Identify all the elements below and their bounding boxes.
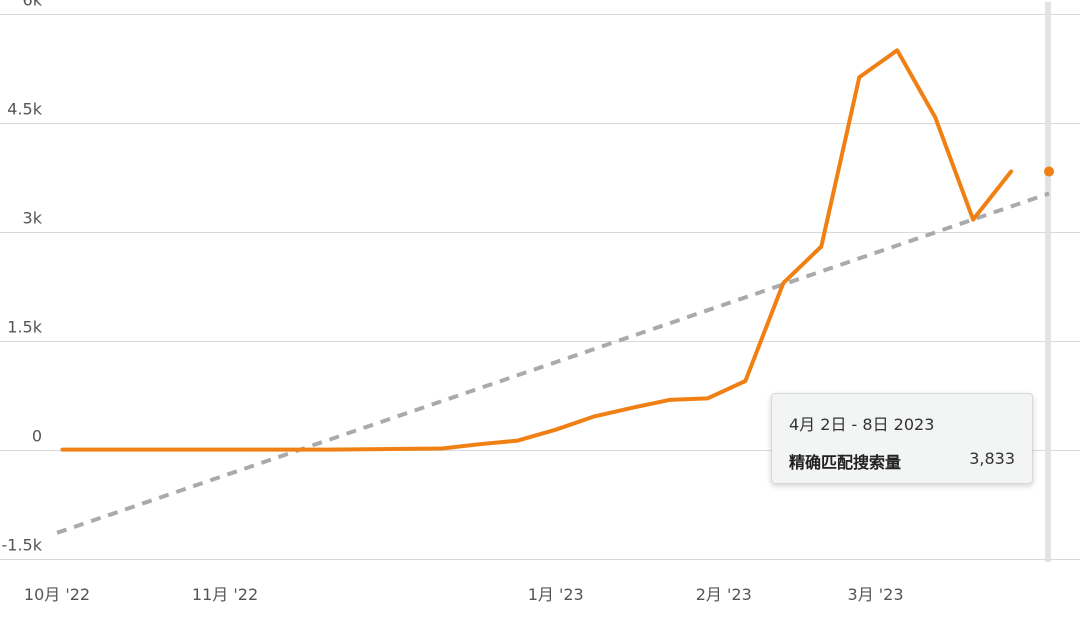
y-tick-label: 4.5k bbox=[7, 100, 42, 119]
highlight-point bbox=[1044, 166, 1054, 177]
x-axis-ticks: 10月 '22 11月 '22 1月 '23 2月 '23 3月 '23 bbox=[24, 585, 904, 604]
series-group bbox=[56, 48, 1050, 535]
tooltip-date: 4月 2日 - 8日 2023 bbox=[789, 415, 935, 434]
series-line bbox=[60, 48, 1014, 452]
highlight-markers bbox=[1044, 166, 1054, 177]
y-tick-label: 0 bbox=[32, 427, 42, 446]
x-tick-label: 10月 '22 bbox=[24, 585, 90, 604]
y-tick-label: 3k bbox=[23, 209, 43, 228]
y-axis-ticks: 6k 4.5k 3k 1.5k 0 -1.5k bbox=[2, 0, 43, 555]
tooltip-value: 3,833 bbox=[969, 449, 1015, 468]
y-tick-label: 6k bbox=[23, 0, 43, 10]
x-tick-label: 2月 '23 bbox=[696, 585, 752, 604]
hover-cursor-line bbox=[1045, 2, 1051, 562]
trend-line bbox=[56, 191, 1050, 535]
x-tick-label: 11月 '22 bbox=[192, 585, 258, 604]
tooltip: 4月 2日 - 8日 2023 精确匹配搜索量 3,833 bbox=[771, 393, 1033, 484]
y-tick-label: 1.5k bbox=[7, 318, 42, 337]
tooltip-series-label: 精确匹配搜索量 bbox=[789, 453, 902, 472]
y-tick-label: -1.5k bbox=[2, 536, 43, 555]
x-tick-label: 1月 '23 bbox=[528, 585, 584, 604]
x-tick-label: 3月 '23 bbox=[848, 585, 904, 604]
